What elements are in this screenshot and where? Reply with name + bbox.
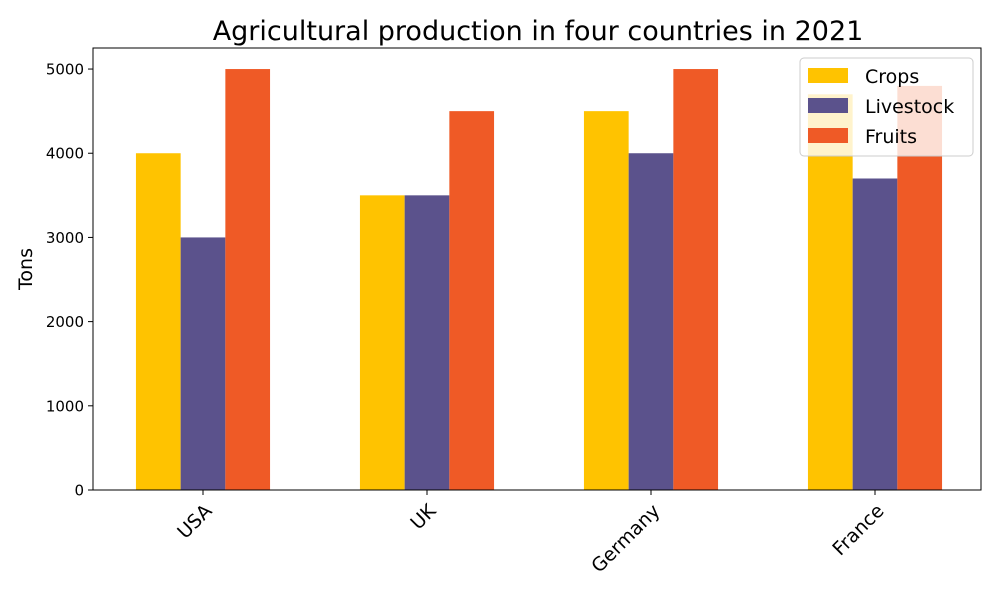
legend-swatch-fruits (808, 128, 848, 143)
bar-fruits-germany (673, 69, 719, 491)
bars-group (135, 69, 943, 491)
bar-fruits-uk (449, 111, 495, 491)
bar-crops-france (807, 94, 853, 491)
x-tick-label-uk: UK (406, 500, 441, 535)
y-tick-label: 4000 (46, 145, 84, 163)
y-tick-label: 0 (74, 482, 84, 500)
bar-livestock-usa (180, 237, 226, 490)
y-tick-label: 3000 (46, 229, 84, 247)
legend-label-fruits: Fruits (865, 126, 917, 148)
bar-crops-usa (135, 153, 181, 490)
legend-label-livestock: Livestock (865, 96, 954, 118)
y-tick-label: 2000 (46, 313, 84, 331)
legend-swatch-livestock (808, 98, 848, 113)
bar-crops-uk (359, 195, 405, 491)
x-tick-label-germany: Germany (587, 500, 664, 577)
y-tick-label: 1000 (46, 397, 84, 415)
bar-fruits-usa (225, 69, 271, 491)
x-tick-label-france: France (828, 500, 888, 560)
bar-livestock-uk (404, 195, 450, 491)
x-tick-label-usa: USA (173, 500, 216, 543)
x-axis: USA UK Germany France (173, 490, 889, 577)
bar-crops-germany (583, 111, 629, 491)
y-axis-label: Tons (15, 248, 37, 291)
y-tick-label: 5000 (46, 61, 84, 79)
plot-frame (92, 47, 982, 491)
chart-title: Agricultural production in four countrie… (213, 16, 864, 47)
bar-livestock-france (852, 178, 898, 490)
legend-label-crops: Crops (865, 66, 919, 88)
y-axis: 0 1000 2000 3000 4000 5000 (46, 61, 93, 500)
legend-swatch-crops (808, 68, 848, 83)
legend: Crops Livestock Fruits (799, 57, 974, 157)
bar-livestock-germany (628, 153, 674, 490)
